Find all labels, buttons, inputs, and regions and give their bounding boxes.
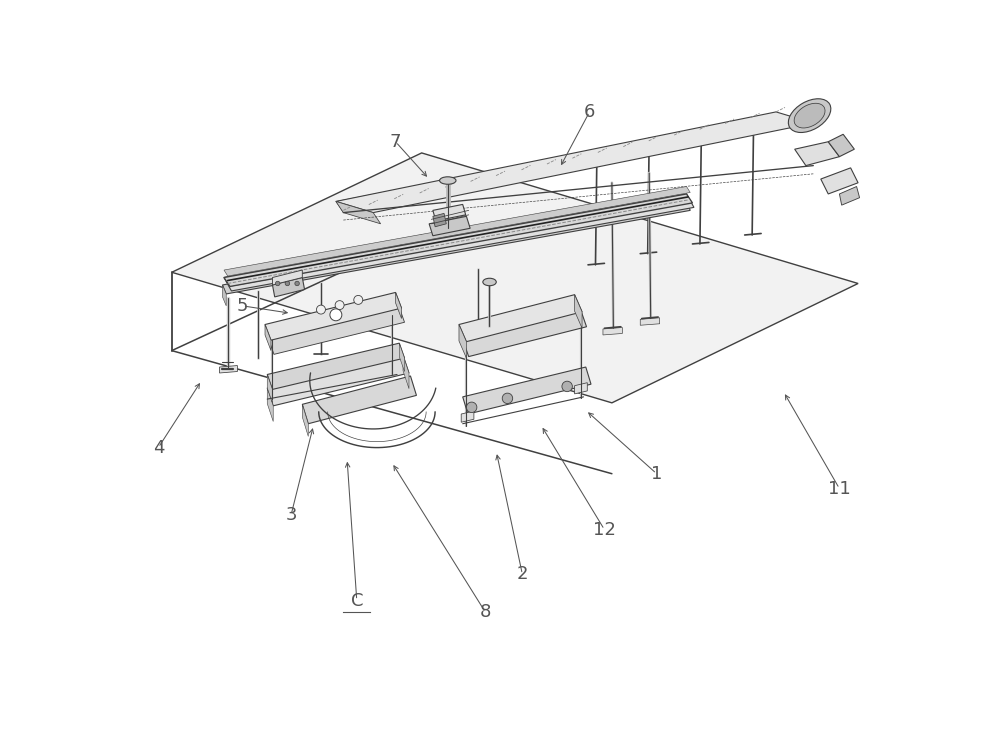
Polygon shape xyxy=(267,355,409,406)
Polygon shape xyxy=(224,194,692,286)
Text: 4: 4 xyxy=(153,439,164,457)
Text: 11: 11 xyxy=(828,480,851,498)
Polygon shape xyxy=(172,153,858,403)
Circle shape xyxy=(562,381,572,392)
Text: C: C xyxy=(351,592,363,609)
Circle shape xyxy=(295,281,299,286)
Polygon shape xyxy=(272,278,305,297)
Polygon shape xyxy=(463,310,587,357)
Polygon shape xyxy=(433,213,446,227)
Polygon shape xyxy=(267,343,405,389)
Circle shape xyxy=(354,295,363,304)
Polygon shape xyxy=(265,325,271,351)
Polygon shape xyxy=(821,168,858,194)
Polygon shape xyxy=(272,270,302,285)
Circle shape xyxy=(330,309,342,321)
Text: 1: 1 xyxy=(651,465,662,483)
Polygon shape xyxy=(269,307,405,354)
Polygon shape xyxy=(396,292,402,319)
Ellipse shape xyxy=(440,177,456,184)
Text: 8: 8 xyxy=(479,603,491,621)
Polygon shape xyxy=(459,325,466,358)
Ellipse shape xyxy=(788,98,831,133)
Circle shape xyxy=(285,281,290,286)
Polygon shape xyxy=(429,216,470,236)
Polygon shape xyxy=(336,112,813,213)
Text: 5: 5 xyxy=(237,297,248,315)
Polygon shape xyxy=(265,292,402,340)
Circle shape xyxy=(335,301,344,310)
Polygon shape xyxy=(603,327,622,335)
Polygon shape xyxy=(575,295,582,328)
Circle shape xyxy=(275,281,280,286)
Polygon shape xyxy=(224,194,686,286)
Text: 12: 12 xyxy=(593,521,616,539)
Polygon shape xyxy=(220,366,237,373)
Polygon shape xyxy=(459,295,582,342)
Circle shape xyxy=(316,305,325,314)
Polygon shape xyxy=(463,367,591,414)
Text: 6: 6 xyxy=(584,103,595,121)
Circle shape xyxy=(502,393,513,404)
Polygon shape xyxy=(461,411,474,422)
Polygon shape xyxy=(336,116,783,213)
Polygon shape xyxy=(224,186,690,276)
Polygon shape xyxy=(222,285,226,306)
Polygon shape xyxy=(433,204,466,221)
Polygon shape xyxy=(224,194,694,291)
Text: 2: 2 xyxy=(517,565,528,583)
Polygon shape xyxy=(640,318,660,325)
Polygon shape xyxy=(795,142,839,166)
Polygon shape xyxy=(222,201,690,294)
Polygon shape xyxy=(336,201,381,224)
Text: 3: 3 xyxy=(285,506,297,524)
Polygon shape xyxy=(575,383,587,394)
Polygon shape xyxy=(839,186,860,205)
Polygon shape xyxy=(403,355,409,389)
Polygon shape xyxy=(302,376,416,424)
Ellipse shape xyxy=(794,103,825,128)
Circle shape xyxy=(466,402,477,413)
Polygon shape xyxy=(267,388,273,421)
Text: 7: 7 xyxy=(390,133,401,151)
Ellipse shape xyxy=(483,278,496,286)
Polygon shape xyxy=(399,343,405,372)
Polygon shape xyxy=(828,134,854,157)
Polygon shape xyxy=(267,374,272,403)
Polygon shape xyxy=(302,404,308,436)
